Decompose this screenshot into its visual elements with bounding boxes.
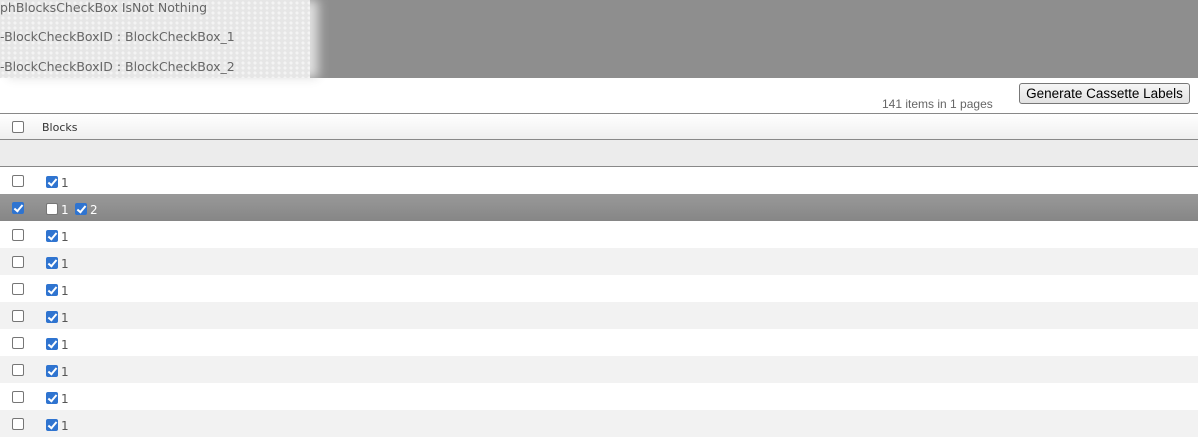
block-label: 1 xyxy=(61,392,69,406)
debug-banner: phBlocksCheckBox IsNot Nothing -BlockChe… xyxy=(0,0,1198,78)
banner-pattern xyxy=(0,0,310,78)
row-select-checkbox[interactable] xyxy=(12,391,24,403)
block-checkbox[interactable] xyxy=(46,257,58,269)
row-select-checkbox[interactable] xyxy=(12,310,24,322)
block-label: 1 xyxy=(61,419,69,433)
table-row[interactable]: 1 xyxy=(0,167,1198,194)
block-checkbox[interactable] xyxy=(46,311,58,323)
block-checkbox[interactable] xyxy=(46,365,58,377)
generate-cassette-labels-button[interactable]: Generate Cassette Labels xyxy=(1019,83,1190,104)
table-row[interactable]: 1 xyxy=(0,329,1198,356)
block-label: 1 xyxy=(61,365,69,379)
select-all-checkbox[interactable] xyxy=(12,121,24,133)
filter-row xyxy=(0,140,1198,167)
row-select-checkbox[interactable] xyxy=(12,337,24,349)
block-checkbox[interactable] xyxy=(46,176,58,188)
block-label: 1 xyxy=(61,311,69,325)
row-select-checkbox[interactable] xyxy=(12,175,24,187)
row-select-checkbox[interactable] xyxy=(12,418,24,430)
block-label: 1 xyxy=(61,176,69,190)
block-checkbox[interactable] xyxy=(46,338,58,350)
row-select-checkbox[interactable] xyxy=(12,283,24,295)
table-row[interactable]: 1 xyxy=(0,221,1198,248)
table-row[interactable]: 1 xyxy=(0,248,1198,275)
table-row[interactable]: 1 xyxy=(0,302,1198,329)
table-row[interactable]: 1 xyxy=(0,383,1198,410)
block-label: 1 xyxy=(61,203,69,217)
block-label: 1 xyxy=(61,230,69,244)
banner-line: phBlocksCheckBox IsNot Nothing xyxy=(0,0,208,15)
block-checkbox[interactable] xyxy=(75,203,87,215)
block-label: 1 xyxy=(61,338,69,352)
table-row[interactable]: 1 xyxy=(0,410,1198,437)
banner-line: -BlockCheckBoxID : BlockCheckBox_1 xyxy=(0,29,235,44)
block-checkbox[interactable] xyxy=(46,419,58,431)
block-label: 1 xyxy=(61,257,69,271)
block-checkbox[interactable] xyxy=(46,392,58,404)
column-header-blocks[interactable]: Blocks xyxy=(42,121,78,134)
banner-line: -BlockCheckBoxID : BlockCheckBox_2 xyxy=(0,59,235,74)
row-select-checkbox[interactable] xyxy=(12,364,24,376)
row-select-checkbox[interactable] xyxy=(12,229,24,241)
table-header: Blocks xyxy=(0,113,1198,140)
block-checkbox[interactable] xyxy=(46,284,58,296)
pager-info: 141 items in 1 pages xyxy=(882,97,993,111)
block-label: 2 xyxy=(90,203,98,217)
table-row[interactable]: 1 xyxy=(0,275,1198,302)
block-label: 1 xyxy=(61,284,69,298)
row-select-checkbox[interactable] xyxy=(12,256,24,268)
block-checkbox[interactable] xyxy=(46,203,58,215)
row-select-checkbox[interactable] xyxy=(12,202,24,214)
table-row[interactable]: 1 xyxy=(0,356,1198,383)
block-checkbox[interactable] xyxy=(46,230,58,242)
